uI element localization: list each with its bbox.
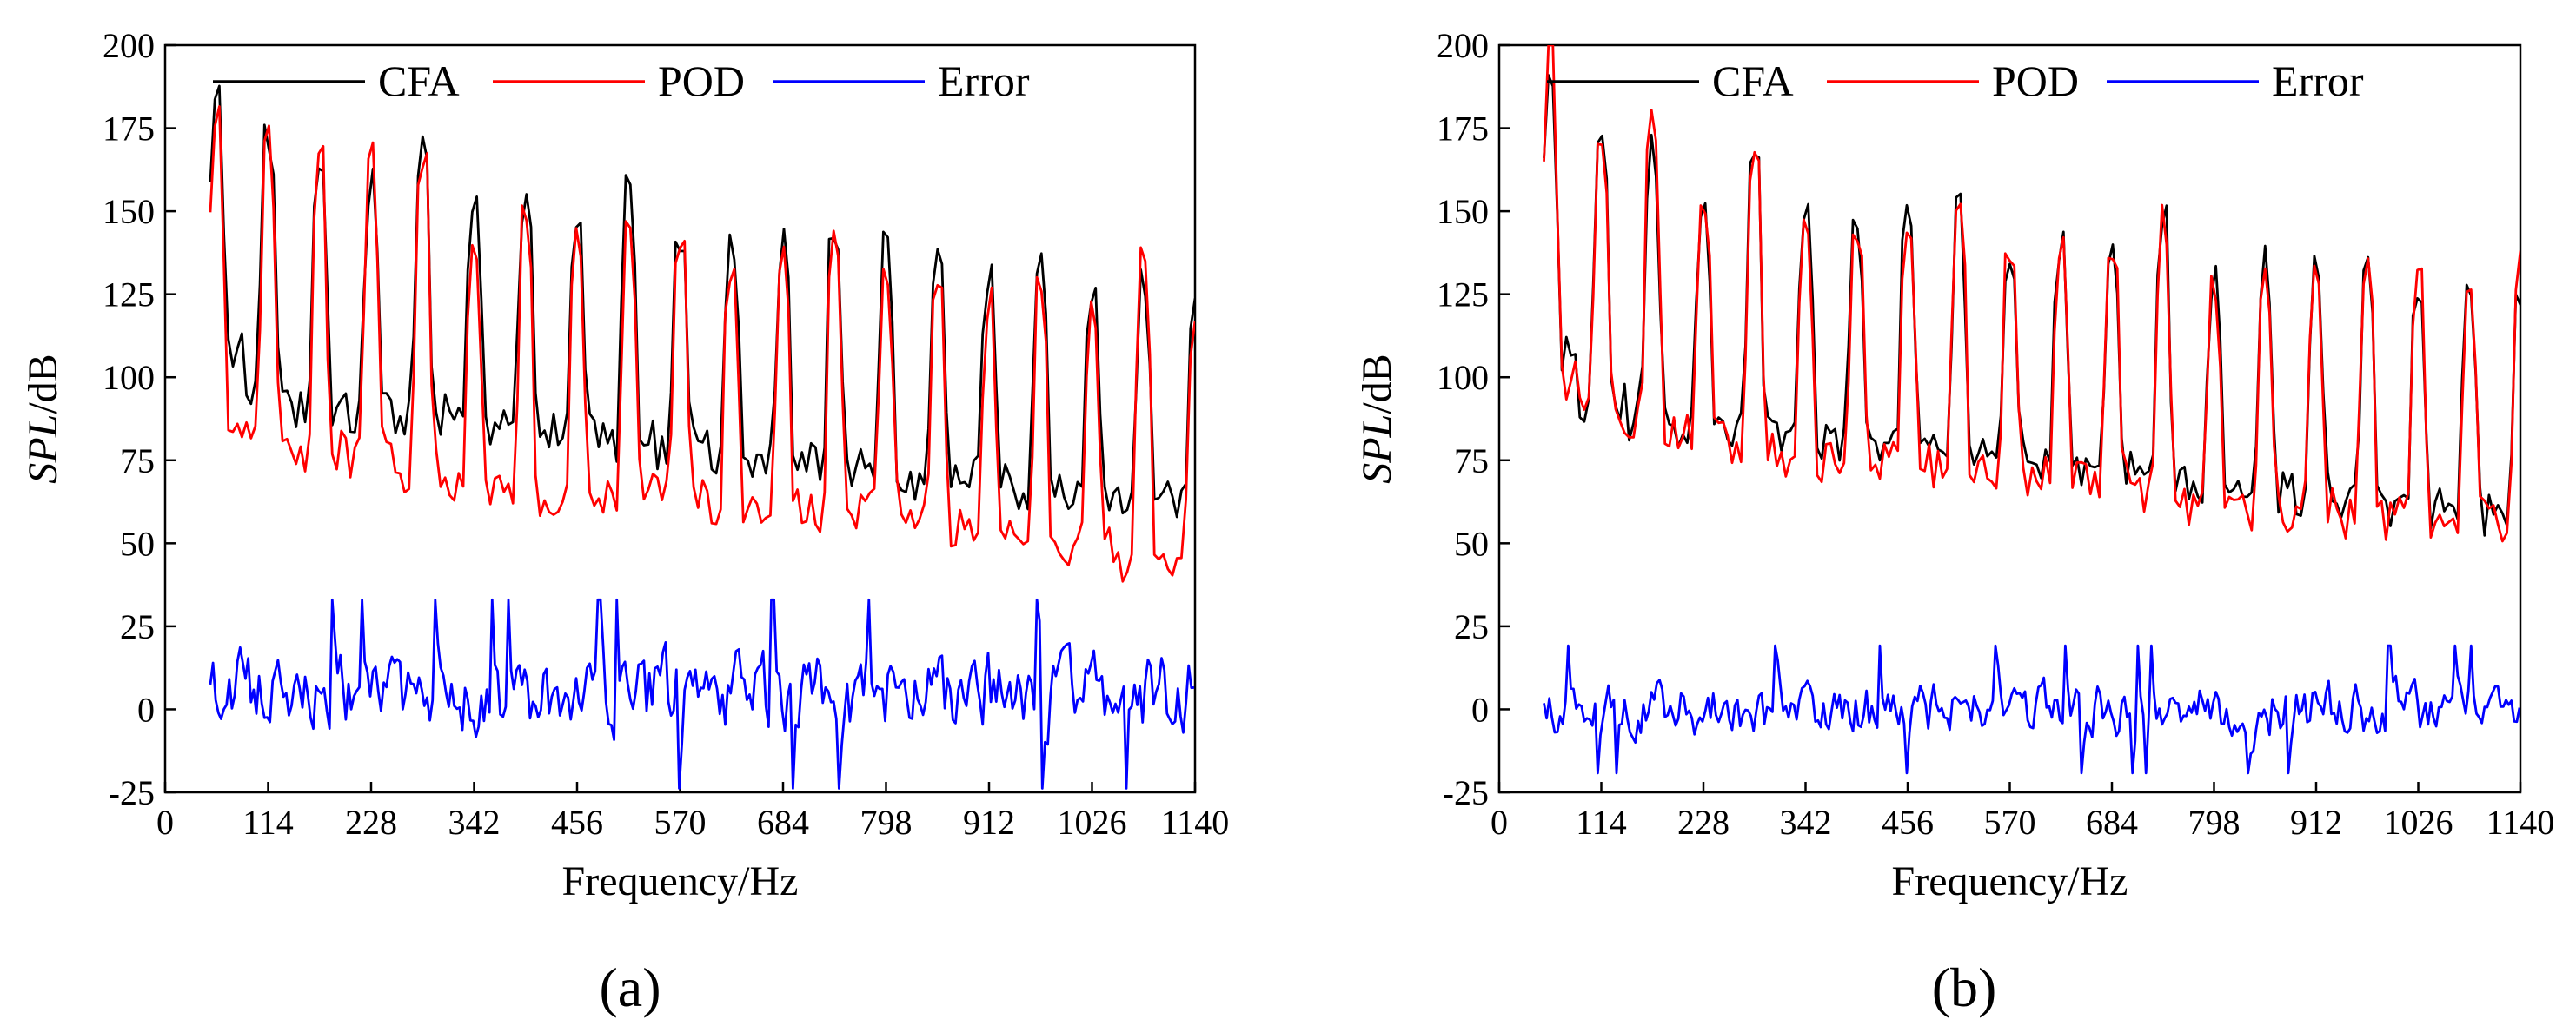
panel-a-y-tick-label: 25 (120, 607, 155, 646)
panel-b-x-tick-label: 684 (2086, 803, 2138, 842)
panel-b-y-tick-label: 175 (1437, 109, 1489, 149)
panel-a-y-tick-label: 75 (120, 441, 155, 480)
panel-a-x-axis-label: Frequency/Hz (562, 858, 799, 904)
panel-a-y-tick-label: 125 (103, 275, 155, 315)
panel-a-series-error-line (209, 598, 1195, 790)
panel-b-y-tick-label: 75 (1454, 441, 1489, 480)
panel-b-y-tick-label: 25 (1454, 607, 1489, 646)
panel-b-x-tick-label: 570 (1984, 803, 2036, 842)
panel-a-legend-label-error: Error (938, 56, 1030, 105)
panel-b-x-tick-label: 1140 (2486, 803, 2555, 842)
panel-a-x-tick-label: 684 (757, 803, 809, 842)
panel-a-x-tick-label: 912 (963, 803, 1015, 842)
panel-a-series-pod-line (209, 105, 1195, 583)
panel-a-x-tick-label: 570 (654, 803, 707, 842)
panel-a-y-tick-label: 100 (103, 358, 155, 397)
panel-b-y-tick-label: 125 (1437, 275, 1489, 315)
panel-a-y-tick-label: 0 (137, 690, 155, 729)
panel-b-x-axis-label: Frequency/Hz (1892, 858, 2128, 904)
panel-b-x-tick-label: 1026 (2384, 803, 2453, 842)
panel-b-plot-frame (1497, 43, 2522, 794)
panel-b-legend-label-error: Error (2272, 56, 2364, 105)
panel-a-x-tick-label: 456 (551, 803, 603, 842)
panel-a-x-tick-label: 342 (448, 803, 501, 842)
panel-b-y-axis-label: SPL/dB (1354, 354, 1400, 483)
panel-b-caption: (b) (1932, 957, 1997, 1018)
panel-a-legend-label-pod: POD (658, 56, 745, 105)
panel-a-x-tick-label: 798 (860, 803, 913, 842)
panel-b-legend-label-cfa: CFA (1712, 56, 1794, 105)
panel-b-y-tick-label: -25 (1443, 773, 1489, 812)
panel-a-y-tick-label: 200 (103, 26, 155, 65)
panel-a-y-tick-label: 150 (103, 192, 155, 231)
panel-a-y-axis-label: SPL/dB (20, 354, 66, 483)
panel-b-x-tick-label: 114 (1576, 803, 1627, 842)
panel-b-legend-label-pod: POD (1992, 56, 2079, 105)
panel-b-y-tick-label: 150 (1437, 192, 1489, 231)
panel-a-y-tick-label: 175 (103, 109, 155, 149)
panel-b-y-tick-label: 50 (1454, 524, 1489, 563)
panel-b-x-tick-label: 456 (1882, 803, 1934, 842)
panel-a-x-tick-label: 0 (156, 803, 174, 842)
panel-a-x-tick-label: 114 (242, 803, 294, 842)
panel-b-y-tick-label: 100 (1437, 358, 1489, 397)
panel-b-legend: CFA POD Error (1547, 56, 2364, 105)
panel-b-x-tick-label: 912 (2290, 803, 2342, 842)
panel-a-legend-label-cfa: CFA (378, 56, 460, 105)
panel-b-x-tick-label: 798 (2188, 803, 2241, 842)
panel-a-caption: (a) (599, 957, 661, 1018)
panel-b-x-tick-label: 342 (1780, 803, 1832, 842)
panel-a-legend: CFA POD Error (213, 56, 1030, 105)
panel-b-y-tick-label: 200 (1437, 26, 1489, 65)
panel-b-y-tick-label: 0 (1471, 690, 1489, 729)
panel-b-series-pod-line (1543, 45, 2520, 543)
panel-a-y-tick-label: 50 (120, 524, 155, 563)
panel-b-series-error-line (1543, 644, 2520, 775)
panel-a-series-cfa-line (209, 84, 1195, 519)
panel-a-y-tick-label: -25 (109, 773, 155, 812)
panel-a-x-tick-label: 228 (345, 803, 397, 842)
panel-a-x-tick-label: 1140 (1161, 803, 1230, 842)
panel-a-x-tick-label: 1026 (1058, 803, 1127, 842)
panel-b-x-tick-label: 0 (1490, 803, 1508, 842)
panel-b-x-tick-label: 228 (1677, 803, 1730, 842)
